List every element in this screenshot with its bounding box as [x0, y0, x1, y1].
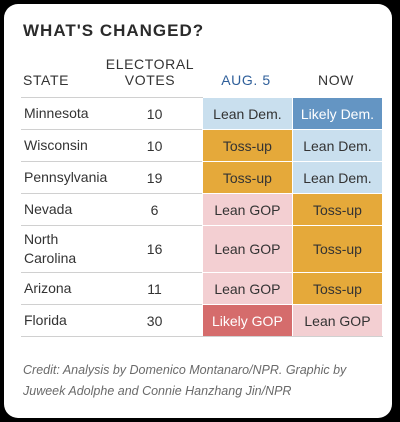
state-cell: North Carolina — [21, 225, 108, 273]
aug-rating-cell: Lean GOP — [201, 193, 293, 226]
aug-rating-cell: Lean GOP — [201, 225, 293, 273]
table-row: Wisconsin 10 Toss-up Lean Dem. — [21, 129, 384, 162]
table-row: Nevada 6 Lean GOP Toss-up — [21, 193, 384, 226]
now-rating-cell: Toss-up — [291, 193, 384, 226]
table-row: North Carolina 16 Lean GOP Toss-up — [21, 225, 384, 273]
state-cell: Minnesota — [21, 97, 108, 130]
votes-cell: 6 — [107, 193, 203, 226]
card: WHAT'S CHANGED? STATE ELECTORAL VOTES AU… — [4, 4, 392, 418]
header-aug5: AUG. 5 — [221, 72, 271, 88]
header-state: STATE — [23, 72, 70, 88]
votes-cell: 30 — [107, 304, 203, 337]
header-votes-line1: ELECTORAL — [105, 56, 195, 72]
now-rating-cell: Likely Dem. — [291, 97, 384, 130]
aug-rating-cell: Lean Dem. — [201, 97, 293, 130]
header-electoral-votes: ELECTORAL VOTES — [100, 56, 200, 88]
votes-cell: 16 — [107, 225, 203, 273]
table-row: Pennsylvania 19 Toss-up Lean Dem. — [21, 161, 384, 194]
votes-cell: 19 — [107, 161, 203, 194]
aug-rating-cell: Likely GOP — [201, 304, 293, 337]
table-row: Florida 30 Likely GOP Lean GOP — [21, 304, 384, 337]
votes-cell: 10 — [107, 97, 203, 130]
table-row: Minnesota 10 Lean Dem. Likely Dem. — [21, 97, 384, 130]
state-cell: Nevada — [21, 193, 108, 226]
now-rating-cell: Lean GOP — [291, 304, 384, 337]
now-rating-cell: Lean Dem. — [291, 129, 384, 162]
now-rating-cell: Toss-up — [291, 272, 384, 305]
state-cell: Florida — [21, 304, 108, 337]
state-cell: Arizona — [21, 272, 108, 305]
ratings-table: Minnesota 10 Lean Dem. Likely Dem. Wisco… — [21, 97, 384, 337]
now-rating-cell: Toss-up — [291, 225, 384, 273]
state-cell: Pennsylvania — [21, 161, 108, 194]
aug-rating-cell: Toss-up — [201, 129, 293, 162]
page-title: WHAT'S CHANGED? — [23, 21, 205, 40]
credit-line: Credit: Analysis by Domenico Montanaro/N… — [23, 363, 347, 398]
votes-cell: 10 — [107, 129, 203, 162]
now-rating-cell: Lean Dem. — [291, 161, 384, 194]
header-votes-line2: VOTES — [124, 72, 176, 88]
header-now: NOW — [317, 72, 354, 88]
votes-cell: 11 — [107, 272, 203, 305]
aug-rating-cell: Lean GOP — [201, 272, 293, 305]
state-cell: Wisconsin — [21, 129, 108, 162]
aug-rating-cell: Toss-up — [201, 161, 293, 194]
table-row: Arizona 11 Lean GOP Toss-up — [21, 272, 384, 305]
